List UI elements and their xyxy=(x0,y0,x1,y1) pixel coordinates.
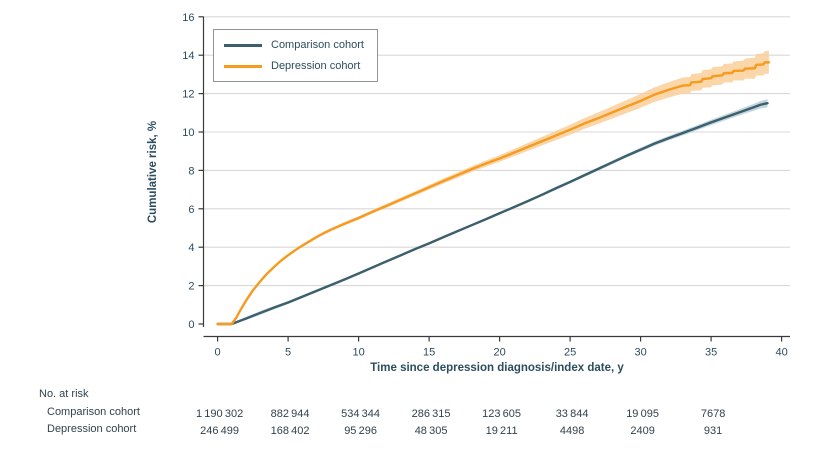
at-risk-value: 882 944 xyxy=(271,408,310,420)
at-risk-value: 534 344 xyxy=(341,408,380,420)
x-tick-label: 20 xyxy=(493,347,505,359)
at-risk-value: 2409 xyxy=(630,425,654,437)
at-risk-row-label-comparison: Comparison cohort xyxy=(47,406,140,418)
at-risk-value: 7678 xyxy=(701,408,725,420)
at-risk-value: 4498 xyxy=(560,425,584,437)
y-tick-label: 12 xyxy=(182,89,194,101)
y-tick-label: 16 xyxy=(182,12,194,24)
depression-line-swatch xyxy=(224,64,262,68)
at-risk-value: 1 190 302 xyxy=(196,408,243,420)
y-tick-label: 14 xyxy=(182,50,194,62)
x-tick-label: 25 xyxy=(564,347,576,359)
x-tick-label: 40 xyxy=(775,347,787,359)
at-risk-row-label-depression: Depression cohort xyxy=(47,423,137,435)
x-tick-label: 5 xyxy=(285,347,291,359)
depression-ci-band xyxy=(217,50,769,325)
at-risk-value: 286 315 xyxy=(412,408,451,420)
y-tick-label: 8 xyxy=(188,165,194,177)
legend-entry-depression: Depression cohort xyxy=(224,58,364,74)
x-tick-label: 30 xyxy=(634,347,646,359)
depression-curve xyxy=(216,61,771,326)
comparison-line-swatch xyxy=(224,43,262,47)
y-tick-label: 0 xyxy=(188,319,194,331)
at-risk-table-header: No. at risk xyxy=(39,388,89,400)
x-tick-label: 10 xyxy=(352,347,364,359)
y-axis-title: Cumulative risk, % xyxy=(147,120,159,224)
at-risk-value: 931 xyxy=(704,425,722,437)
at-risk-value: 19 211 xyxy=(486,425,518,437)
x-tick-label: 35 xyxy=(705,347,717,359)
y-tick-label: 4 xyxy=(188,242,194,254)
at-risk-value: 95 296 xyxy=(344,425,377,437)
x-axis-title: Time since depression diagnosis/index da… xyxy=(370,362,624,374)
at-risk-value: 246 499 xyxy=(200,425,239,437)
legend-label-depression: Depression cohort xyxy=(271,60,361,72)
legend-entry-comparison: Comparison cohort xyxy=(224,37,364,53)
x-tick-label: 0 xyxy=(215,347,221,359)
at-risk-value: 33 844 xyxy=(556,408,589,420)
comparison-curve xyxy=(216,102,769,326)
at-risk-value: 48 305 xyxy=(415,425,448,437)
x-tick-label: 15 xyxy=(423,347,435,359)
legend: Comparison cohort Depression cohort xyxy=(213,29,378,82)
at-risk-value: 123 605 xyxy=(482,408,521,420)
legend-label-comparison: Comparison cohort xyxy=(271,39,364,51)
y-tick-label: 6 xyxy=(188,204,194,216)
y-tick-label: 2 xyxy=(188,281,194,293)
at-risk-value: 168 402 xyxy=(271,425,310,437)
at-risk-value: 19 095 xyxy=(626,408,659,420)
y-tick-label: 10 xyxy=(182,127,194,139)
